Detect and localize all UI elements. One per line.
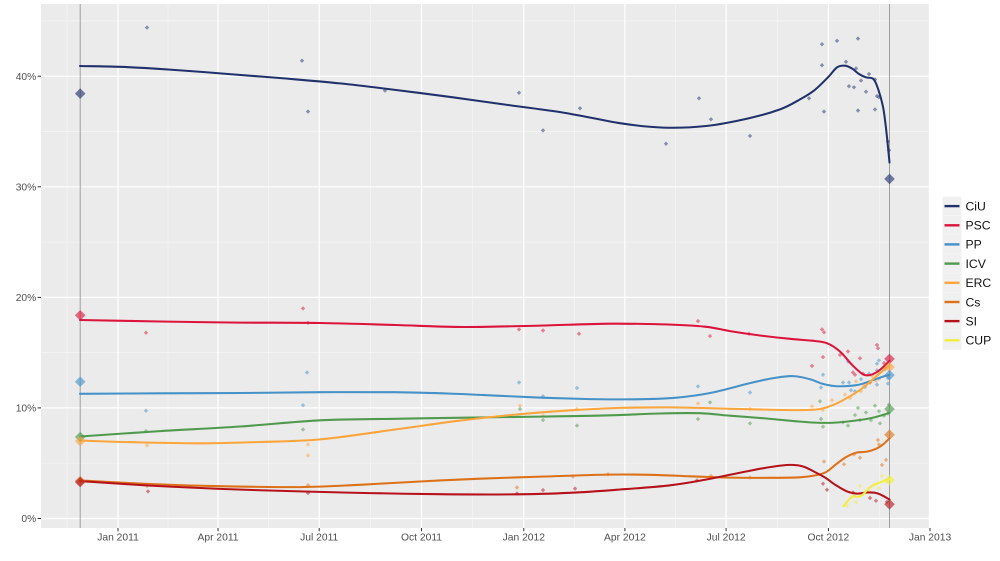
svg-text:0%: 0%: [21, 514, 36, 525]
svg-text:SI: SI: [966, 314, 978, 328]
svg-text:Jan 2011: Jan 2011: [97, 533, 139, 544]
svg-text:Oct 2012: Oct 2012: [808, 533, 850, 544]
svg-text:40%: 40%: [16, 72, 37, 83]
svg-text:30%: 30%: [16, 183, 37, 194]
svg-text:Apr 2011: Apr 2011: [197, 533, 238, 544]
svg-text:Jan 2012: Jan 2012: [503, 533, 546, 544]
svg-text:ICV: ICV: [966, 257, 987, 271]
svg-text:Cs: Cs: [966, 295, 981, 309]
svg-text:Jul 2012: Jul 2012: [707, 533, 746, 544]
svg-text:CUP: CUP: [966, 334, 992, 348]
svg-text:Apr 2012: Apr 2012: [604, 533, 646, 544]
svg-text:PSC: PSC: [966, 219, 991, 233]
svg-text:Oct 2011: Oct 2011: [401, 533, 442, 544]
svg-text:Jan 2013: Jan 2013: [909, 533, 952, 544]
svg-text:PP: PP: [966, 238, 982, 252]
svg-text:20%: 20%: [16, 293, 37, 304]
svg-text:10%: 10%: [16, 404, 37, 415]
svg-text:Jul 2011: Jul 2011: [300, 533, 338, 544]
svg-text:CiU: CiU: [966, 199, 986, 213]
svg-text:ERC: ERC: [966, 276, 992, 290]
